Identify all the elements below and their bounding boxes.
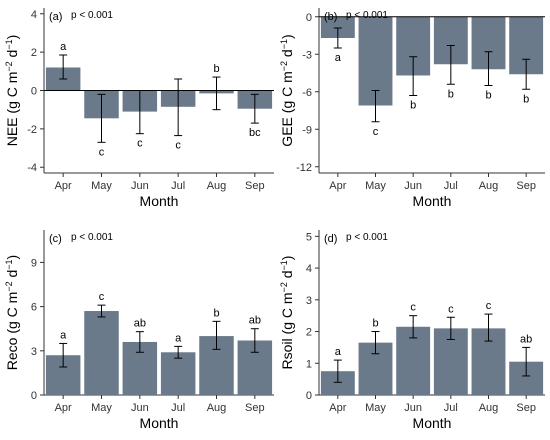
- y-tick-label: -6: [302, 87, 312, 99]
- x-tick-label: May: [365, 180, 386, 192]
- y-tick-label: -3: [302, 49, 312, 61]
- significance-letter: bc: [249, 127, 261, 139]
- x-tick-label: Apr: [55, 180, 72, 192]
- significance-letter: c: [448, 303, 454, 315]
- y-tick-label: 2: [306, 327, 312, 339]
- bar-apr: [320, 16, 355, 38]
- significance-letter: c: [486, 300, 492, 312]
- significance-letter: b: [213, 307, 219, 319]
- significance-letter: b: [448, 88, 454, 100]
- x-tick-label: Jul: [171, 402, 185, 414]
- y-tick-label: 9: [31, 257, 37, 269]
- p-value-annotation: p < 0.001: [346, 232, 388, 243]
- significance-letter: a: [335, 52, 342, 64]
- x-tick-label: Apr: [55, 402, 72, 414]
- y-tick-label: 4: [306, 263, 312, 275]
- significance-letter: ab: [134, 318, 146, 330]
- y-tick-label: 0: [306, 12, 312, 24]
- y-tick-label: 6: [31, 302, 37, 314]
- bar-may: [84, 311, 119, 395]
- y-tick-label: 0: [31, 86, 37, 98]
- x-tick-label: Apr: [329, 180, 346, 192]
- y-axis-title: Reco (g C m−2 d−1): [4, 255, 20, 370]
- x-axis-title: Month: [413, 193, 452, 209]
- p-value-annotation: p < 0.001: [346, 10, 388, 21]
- significance-letter: ab: [249, 315, 261, 327]
- y-tick-label: -9: [302, 124, 312, 136]
- x-tick-label: Jul: [171, 180, 185, 192]
- significance-letter: c: [175, 140, 181, 152]
- panel-1: 4 2 0 -2 -4 a c c c b bc Apr May Jun Jul Aug Sep Month NEE…: [4, 8, 274, 209]
- x-axis-title: Month: [140, 415, 179, 431]
- significance-letter: ab: [520, 333, 532, 345]
- significance-letter: a: [60, 41, 67, 53]
- significance-letter: c: [373, 126, 379, 138]
- panel-tag: (d): [324, 233, 337, 245]
- significance-letter: b: [213, 63, 219, 75]
- y-axis-title: GEE (g C m−2 d−1): [279, 34, 295, 146]
- y-axis-title: NEE (g C m−2 d−1): [4, 35, 20, 147]
- x-tick-label: Sep: [516, 402, 536, 414]
- y-tick-label: -2: [27, 124, 37, 136]
- y-tick-label: 5: [306, 231, 312, 243]
- x-tick-label: Apr: [329, 402, 346, 414]
- y-tick-label: -12: [296, 162, 312, 174]
- significance-letter: c: [137, 138, 143, 150]
- significance-letter: c: [410, 302, 416, 314]
- x-axis-title: Month: [413, 415, 452, 431]
- y-tick-label: -4: [27, 162, 37, 174]
- x-tick-label: Sep: [245, 402, 265, 414]
- x-tick-label: Sep: [516, 180, 536, 192]
- x-tick-label: Jun: [404, 402, 422, 414]
- x-tick-label: May: [91, 402, 112, 414]
- x-tick-label: Aug: [207, 180, 227, 192]
- bar-apr: [320, 371, 355, 395]
- y-tick-label: 1: [306, 358, 312, 370]
- panel-tag: (b): [324, 11, 337, 23]
- significance-letter: c: [99, 291, 105, 303]
- x-tick-label: Sep: [245, 180, 265, 192]
- y-tick-label: 4: [31, 9, 37, 21]
- significance-letter: c: [99, 146, 105, 158]
- x-tick-label: Jun: [131, 180, 149, 192]
- p-value-annotation: p < 0.001: [71, 10, 113, 21]
- x-tick-label: Jun: [131, 402, 149, 414]
- y-tick-label: 0: [306, 390, 312, 402]
- x-axis-title: Month: [140, 193, 179, 209]
- x-tick-label: May: [365, 402, 386, 414]
- significance-letter: a: [60, 329, 67, 341]
- x-tick-label: Jul: [444, 180, 458, 192]
- x-tick-label: Aug: [479, 180, 499, 192]
- x-tick-label: Aug: [207, 402, 227, 414]
- x-tick-label: Jun: [404, 180, 422, 192]
- y-tick-label: 2: [31, 47, 37, 59]
- x-tick-label: Aug: [479, 402, 499, 414]
- significance-letter: a: [335, 346, 342, 358]
- y-tick-label: 3: [306, 295, 312, 307]
- x-tick-label: Jul: [444, 402, 458, 414]
- p-value-annotation: p < 0.001: [71, 232, 113, 243]
- y-tick-label: 0: [31, 390, 37, 402]
- x-tick-label: May: [91, 180, 112, 192]
- significance-letter: a: [175, 332, 182, 344]
- significance-letter: b: [523, 93, 529, 105]
- panel-2: 0 -3 -6 -9 -12 a c b b b b Apr May Jun Jul Aug Sep Month G…: [279, 8, 545, 209]
- panel-tag: (a): [49, 11, 62, 23]
- significance-letter: b: [372, 318, 378, 330]
- significance-letter: b: [410, 100, 416, 112]
- bar-jul: [160, 352, 196, 395]
- significance-letter: b: [485, 90, 491, 102]
- panel-tag: (c): [49, 233, 62, 245]
- y-axis-title: Rsoil (g C m−2 d−1): [279, 256, 295, 370]
- y-tick-label: 3: [31, 346, 37, 358]
